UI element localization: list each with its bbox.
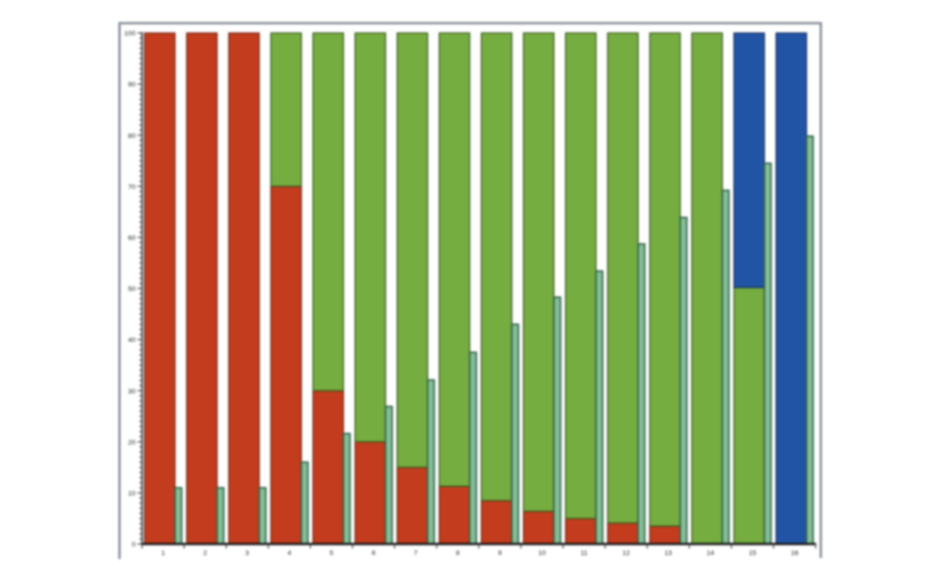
svg-text:90: 90 [128,82,136,89]
svg-text:20: 20 [128,439,136,446]
svg-text:13: 13 [664,550,672,557]
svg-text:7: 7 [414,550,418,557]
svg-text:4: 4 [288,550,292,557]
svg-text:16: 16 [791,550,799,557]
svg-text:70: 70 [128,184,136,191]
svg-text:1: 1 [161,550,165,557]
svg-text:6: 6 [372,550,376,557]
svg-text:2: 2 [203,550,207,557]
svg-text:8: 8 [456,550,460,557]
svg-text:15: 15 [749,550,757,557]
svg-text:11: 11 [580,550,587,557]
svg-text:5: 5 [330,550,334,557]
svg-text:100: 100 [124,31,136,38]
svg-text:10: 10 [538,550,546,557]
svg-text:9: 9 [498,550,502,557]
svg-text:14: 14 [707,550,715,557]
svg-text:10: 10 [128,491,136,498]
svg-text:0: 0 [132,542,136,549]
svg-text:50: 50 [128,286,136,293]
svg-text:12: 12 [622,550,630,557]
svg-text:80: 80 [128,133,136,140]
svg-text:60: 60 [128,235,136,242]
svg-text:30: 30 [128,388,136,395]
svg-text:40: 40 [128,337,136,344]
svg-text:3: 3 [245,550,249,557]
